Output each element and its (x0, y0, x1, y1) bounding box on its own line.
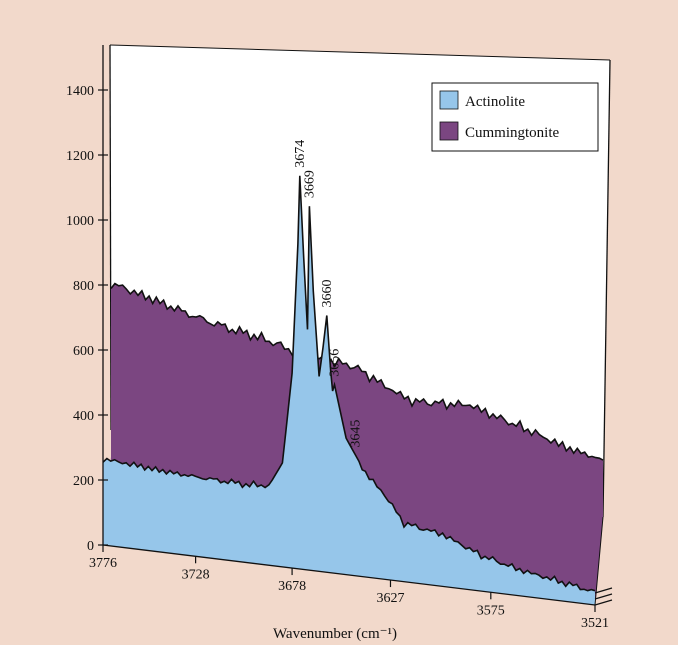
peak-label: 3669 (302, 170, 317, 198)
x-tick-label: 3627 (376, 591, 404, 606)
series-actinolite-line (102, 175, 596, 592)
back-wall-right-edge (602, 59, 611, 518)
series-cummingtonite-line (110, 282, 604, 461)
legend-swatch-actinolite (439, 90, 459, 110)
peak-label: 3660 (320, 280, 335, 308)
back-wall-top-edge (109, 44, 611, 61)
y-ticks: 0 200 400 600 800 1000 1200 1400 (66, 84, 108, 554)
legend-label-actinolite: Actinolite (465, 94, 525, 110)
peak-label: 3656 (328, 349, 343, 377)
x-tick-label: 3575 (477, 603, 505, 618)
series-actinolite-area (103, 175, 595, 606)
x-tick-label: 3776 (89, 556, 117, 571)
x-tick-label: 3521 (581, 616, 609, 631)
y-tick-label: 400 (73, 409, 94, 424)
legend: Actinolite Cummingtonite (431, 82, 599, 152)
legend-label-cummingtonite: Cummingtonite (465, 125, 560, 141)
x-axis-title: Wavenumber (cm⁻¹) (273, 626, 397, 642)
series-layer (102, 175, 604, 606)
front-edge-right (594, 516, 604, 606)
x-tick-label: 3678 (278, 579, 306, 594)
y-tick-label: 0 (87, 539, 94, 554)
x-axis-line (102, 544, 596, 606)
x-ticks: 3776 3728 3678 3627 3575 3521 (89, 545, 609, 631)
y-tick-label: 1000 (66, 214, 94, 229)
y-tick-label: 1400 (66, 84, 94, 99)
peak-label: 3674 (293, 140, 308, 168)
y-tick-label: 600 (73, 344, 94, 359)
back-wall-left-edge (109, 44, 112, 431)
legend-swatch-cummingtonite (439, 121, 459, 141)
y-tick-label: 200 (73, 474, 94, 489)
y-tick-label: 800 (73, 279, 94, 294)
legend-box (431, 82, 599, 152)
y-tick-label: 1200 (66, 149, 94, 164)
x-tick-label: 3728 (182, 567, 210, 582)
peak-label: 3645 (349, 420, 364, 448)
peak-labels: 3674 3669 3660 3656 3645 (293, 140, 364, 448)
depth-ticks (594, 587, 613, 606)
